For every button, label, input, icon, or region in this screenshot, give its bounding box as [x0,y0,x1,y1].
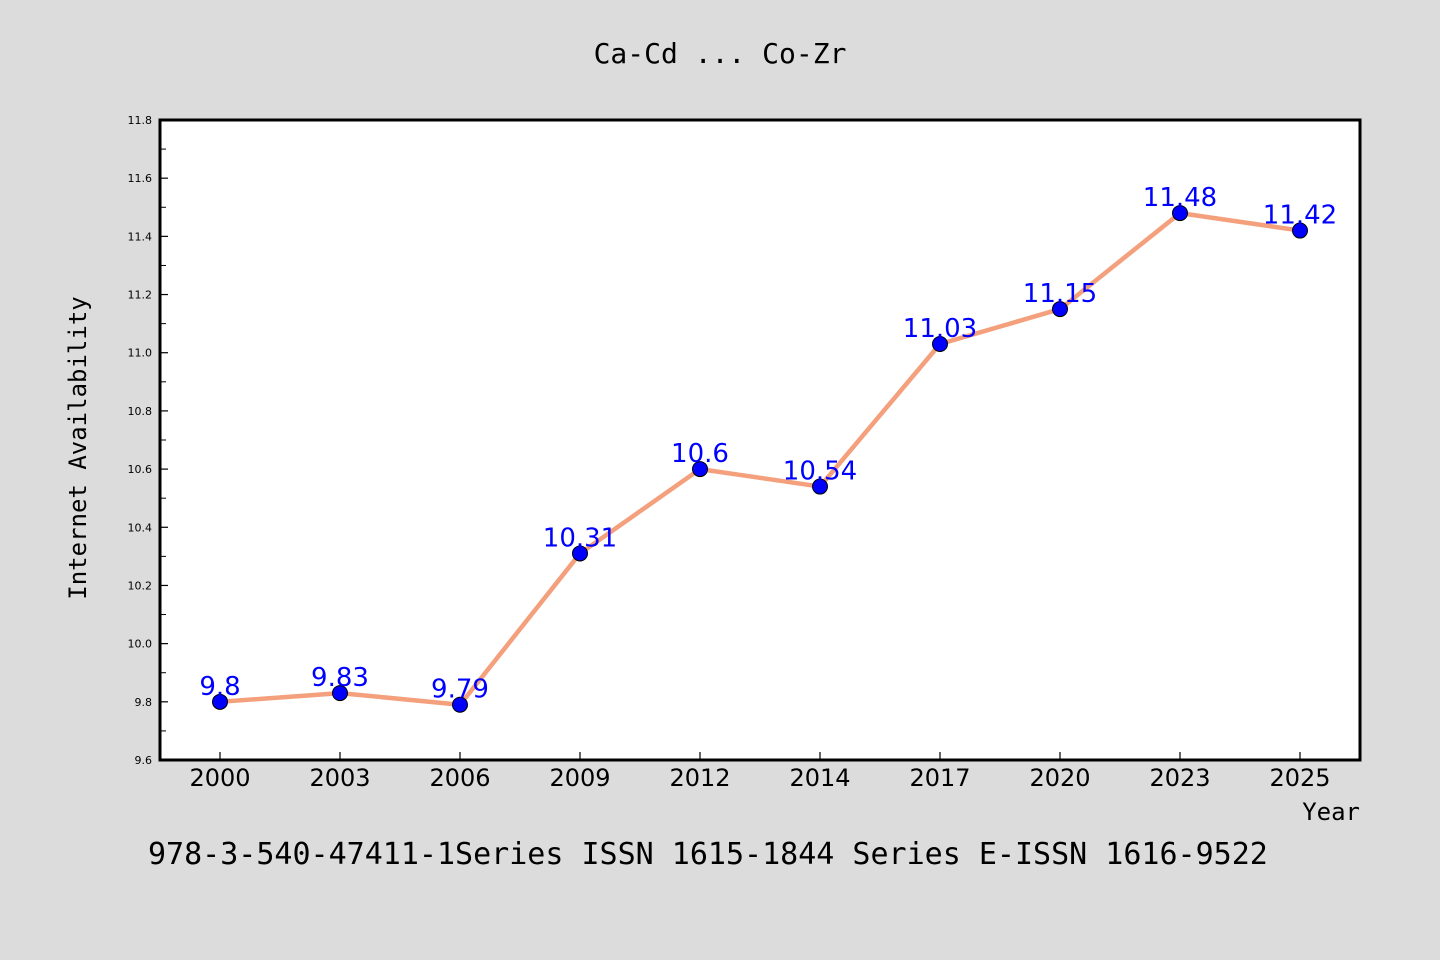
x-tick-label: 2020 [1029,764,1090,792]
x-tick-label: 2023 [1149,764,1210,792]
data-label: 11.48 [1143,183,1217,213]
data-point [812,478,828,495]
data-point [1172,205,1188,222]
y-axis: 9.6 9.8 10.0 10.2 10.4 10.6 10.8 11.0 11.2 11.4 11… [128,114,168,767]
data-label: 9.8 [199,672,240,702]
y-tick-label: 11.8 [128,114,153,127]
data-point [212,693,228,710]
y-tick-label: 11.6 [128,172,153,185]
y-tick-label: 10.8 [128,405,153,418]
x-tick-label: 2006 [429,764,490,792]
data-point [1292,222,1308,239]
data-point [332,685,348,702]
chart-title: Ca-Cd ... Co-Zr [594,37,847,70]
x-axis: 2000 2003 2006 2009 2012 2014 2017 2020 2023 2025 [189,752,1331,792]
x-tick-label: 2003 [309,764,370,792]
y-tick-label: 10.2 [128,579,153,592]
y-tick-label: 10.4 [128,521,153,534]
y-tick-label: 11.4 [128,230,153,243]
series-line [219,210,1301,707]
data-label: 10.31 [543,523,617,553]
data-label: 9.79 [431,675,489,705]
data-point [452,696,468,713]
y-tick-label: 11.2 [128,289,153,302]
x-axis-label: Year [1302,798,1360,826]
data-point [932,336,948,352]
x-tick-label: 2025 [1269,764,1330,792]
data-point [692,461,708,478]
data-label: 11.15 [1023,279,1097,309]
data-point [1052,301,1068,318]
y-tick-label: 10.0 [128,638,153,651]
x-tick-label: 2000 [189,764,250,792]
x-tick-label: 2014 [789,764,850,792]
x-tick-label: 2012 [669,764,730,792]
y-tick-label: 11.0 [128,347,153,360]
x-tick-label: 2009 [549,764,610,792]
x-tick-label: 2017 [909,764,970,792]
y-tick-label: 10.6 [128,463,153,476]
y-tick-label: 9.8 [135,696,153,709]
y-axis-label: Internet Availability [64,296,92,599]
data-label: 9.83 [311,663,369,693]
data-label: 10.6 [671,439,729,469]
data-label: 11.03 [903,314,977,344]
plot-frame [158,118,1362,762]
series-group: 9.8 9.83 9.79 10.31 10.6 10.54 11.03 11.15 11.48… [199,183,1337,713]
data-label: 11.42 [1263,201,1337,231]
data-point [572,545,588,562]
footer-text: 978-3-540-47411-1Series ISSN 1615-1844 S… [148,837,1268,872]
data-label: 10.54 [783,457,857,487]
y-tick-label: 9.6 [135,754,153,767]
